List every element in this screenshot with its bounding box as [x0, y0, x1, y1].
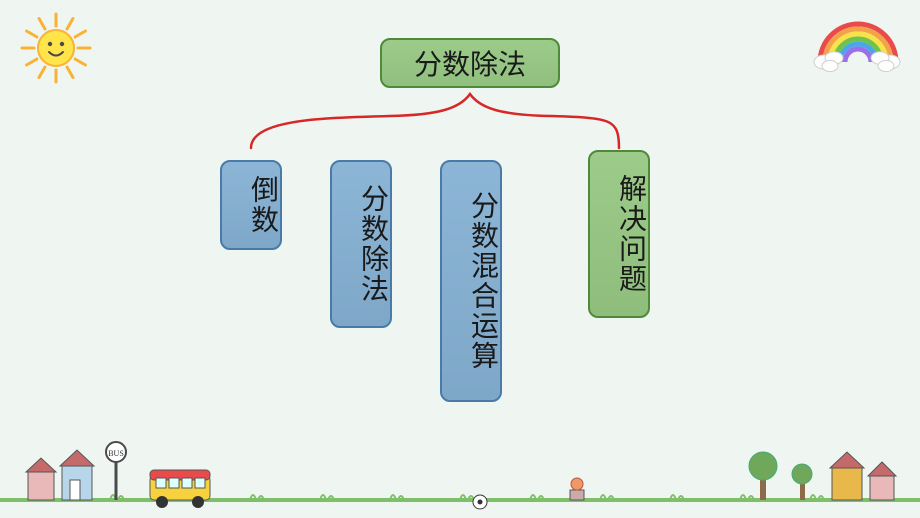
rainbow-icon [810, 8, 906, 74]
svg-text:BUS: BUS [108, 449, 124, 458]
child-node-3: 解决问题 [588, 150, 650, 318]
child-node-0: 倒数 [220, 160, 282, 250]
sun-icon [18, 10, 96, 88]
child-node-label: 分数混合运算 [465, 191, 500, 371]
title-node: 分数除法 [380, 38, 560, 88]
footer-scene-icon: BUS [0, 428, 920, 518]
child-node-label: 分数除法 [355, 184, 390, 304]
slide: 分数除法 倒数分数除法分数混合运算解决问题 BUS [0, 0, 920, 518]
child-node-1: 分数除法 [330, 160, 392, 328]
child-node-label: 解决问题 [613, 174, 648, 294]
title-text: 分数除法 [414, 43, 526, 83]
connector-brace [210, 88, 730, 160]
child-node-label: 倒数 [245, 175, 280, 235]
child-node-2: 分数混合运算 [440, 160, 502, 402]
